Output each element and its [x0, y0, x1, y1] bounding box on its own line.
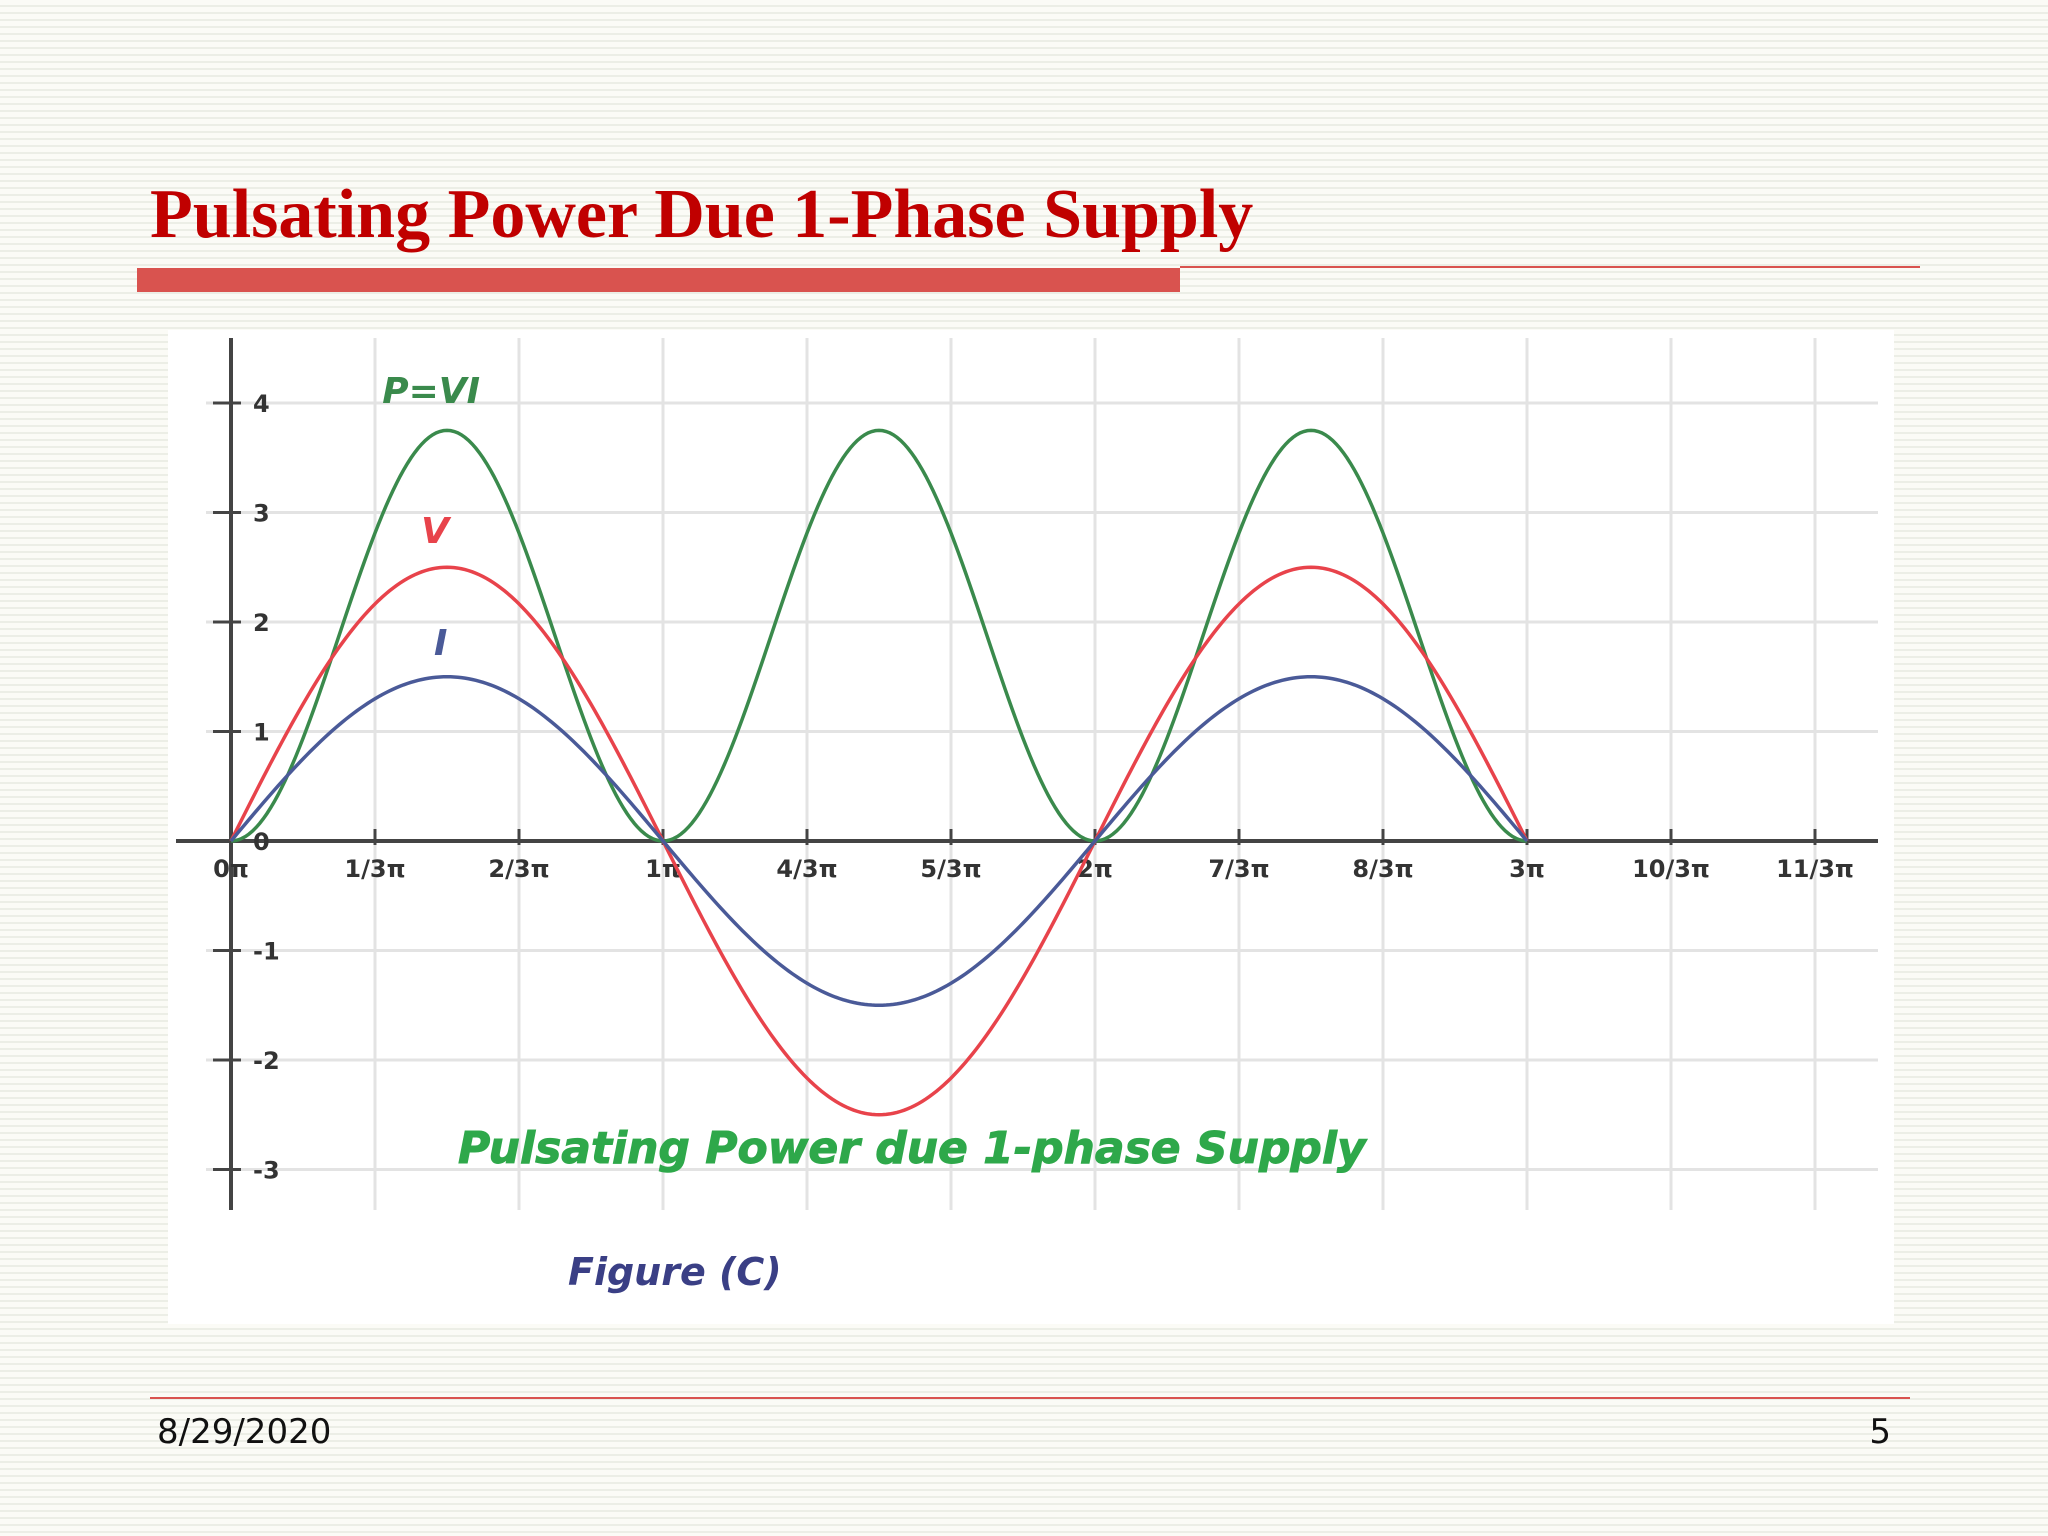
- y-tick-label: 1: [253, 719, 270, 747]
- y-tick-label: 0: [253, 828, 270, 856]
- figure-panel: 0π 1/3π 2/3π 1π 4/3π 5/3π 2π 7/3π 8/3π 3π 10/3π 11/…: [168, 330, 1894, 1324]
- x-tick-label: 1/3π: [344, 855, 405, 883]
- x-tick-label: 2π: [1077, 855, 1113, 883]
- pulsating-power-chart: 0π 1/3π 2/3π 1π 4/3π 5/3π 2π 7/3π 8/3π 3π 10/3π 11/…: [176, 338, 1878, 1294]
- title-underline: [1180, 266, 1920, 268]
- footer-date: 8/29/2020: [157, 1412, 332, 1452]
- y-tick-label: 3: [253, 500, 270, 528]
- axes: [176, 338, 1878, 1210]
- y-tick-label: -3: [253, 1157, 280, 1185]
- series: [229, 428, 1529, 1117]
- x-tick-label: 8/3π: [1352, 855, 1413, 883]
- series-label-pvi: P=VI: [382, 371, 480, 412]
- slide-title: Pulsating Power Due 1-Phase Supply: [150, 176, 1254, 253]
- x-tick-label: 0π: [213, 855, 249, 883]
- x-tick-label: 10/3π: [1632, 855, 1710, 883]
- figure-caption: Figure (C): [568, 1250, 782, 1294]
- x-tick-label: 11/3π: [1776, 855, 1854, 883]
- x-tick-label: 1π: [645, 855, 681, 883]
- ticks: 0π 1/3π 2/3π 1π 4/3π 5/3π 2π 7/3π 8/3π 3π 10/3π 11/…: [213, 390, 1854, 1185]
- page-number: 5: [1869, 1412, 1891, 1452]
- title-accent-bar: [137, 268, 1180, 292]
- series-line-i: [229, 674, 1529, 1008]
- y-tick-label: 2: [253, 609, 270, 637]
- series-labels: P=VI V I: [382, 371, 480, 664]
- x-tick-label: 2/3π: [488, 855, 549, 883]
- x-tick-label: 7/3π: [1208, 855, 1269, 883]
- grid: [206, 338, 1878, 1210]
- y-tick-label: -1: [253, 938, 280, 966]
- series-line-pvi: [230, 428, 1528, 843]
- chart-title: Pulsating Power due 1-phase Supply: [458, 1123, 1368, 1174]
- x-tick-label: 4/3π: [776, 855, 837, 883]
- y-tick-label: 4: [253, 390, 270, 418]
- x-tick-label: 5/3π: [920, 855, 981, 883]
- y-tick-label: -2: [253, 1047, 280, 1075]
- series-label-v: V: [421, 511, 452, 552]
- series-label-i: I: [434, 623, 447, 664]
- series-line-v: [229, 565, 1529, 1117]
- x-tick-label: 3π: [1509, 855, 1545, 883]
- footer-divider: [150, 1397, 1910, 1399]
